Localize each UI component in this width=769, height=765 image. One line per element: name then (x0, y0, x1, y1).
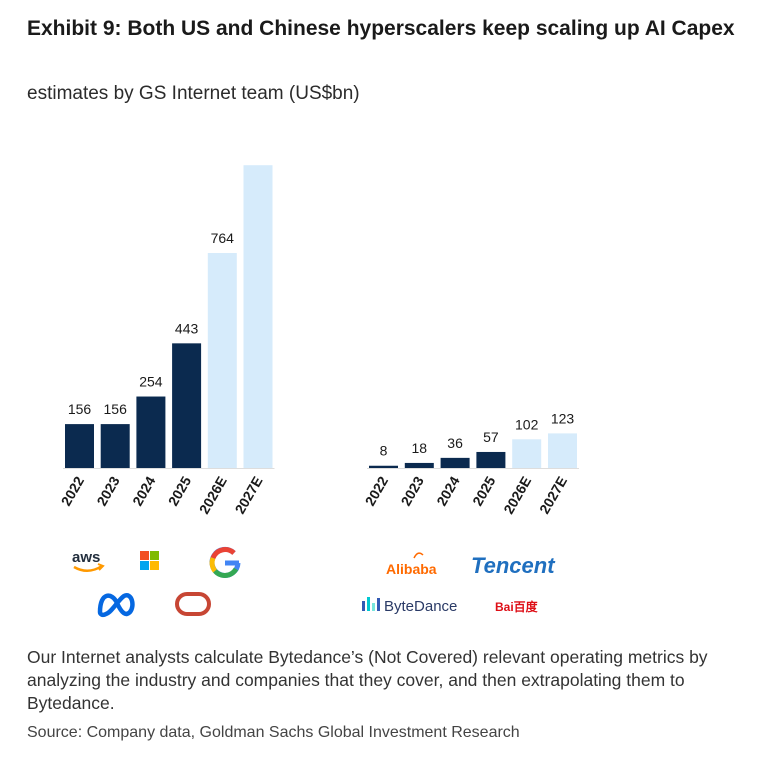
cn-bar-2022 (369, 465, 398, 468)
us-tick-label-2023: 2023 (93, 473, 123, 508)
us-bar-2024 (136, 396, 166, 468)
cn-tick-label-2026e: 2026E (500, 474, 534, 517)
source-note: Source: Company data, Goldman Sachs Glob… (27, 724, 520, 741)
us-bar-label-2022: 156 (68, 401, 92, 417)
alibaba-smile-icon (413, 552, 424, 559)
us-hyperscalers-chart: 156 2022 156 2023 254 2024 443 2025 764 2026E 2027… (58, 165, 275, 517)
cn-bar-2024 (440, 457, 470, 468)
tencent-logo: Tencent (471, 553, 556, 578)
bytedance-bar-3 (372, 603, 375, 611)
aws-logo: aws (72, 549, 105, 572)
us-bar-label-2024: 254 (139, 374, 163, 390)
us-tick-label-2024: 2024 (129, 473, 159, 508)
microsoft-square-yellow (150, 561, 159, 570)
oracle-logo (175, 592, 211, 616)
cn-tick-label-2023: 2023 (397, 473, 427, 508)
bytedance-logo-text: ByteDance (384, 598, 457, 615)
aws-smile-icon (73, 564, 103, 572)
us-bar-2025 (172, 343, 202, 468)
us-bar-2022 (65, 424, 94, 468)
chinese-company-logos: Alibaba Tencent ByteDance Bai百度 (362, 552, 556, 615)
alibaba-logo: Alibaba (386, 552, 437, 577)
cn-tick-label-2025: 2025 (469, 473, 499, 508)
chart-subtitle: estimates by GS Internet team (US$bn) (27, 83, 360, 104)
baidu-logo-text: Bai百度 (495, 599, 539, 614)
aws-arrow-icon (97, 563, 105, 571)
cn-bar-label-2025: 57 (483, 429, 499, 445)
cn-bar-2027e (548, 433, 577, 468)
bytedance-bar-1 (362, 601, 365, 611)
cn-bar-2023 (404, 462, 434, 468)
bytedance-bar-2 (367, 597, 370, 611)
bytedance-logo: ByteDance (362, 597, 457, 615)
bytedance-bar-4 (377, 598, 380, 611)
cn-bar-label-2023: 18 (412, 440, 428, 456)
aws-logo-text: aws (72, 549, 100, 566)
microsoft-square-red (140, 551, 149, 560)
google-logo (209, 546, 241, 578)
us-tick-label-2022: 2022 (58, 473, 88, 508)
us-bar-label-2026e: 764 (211, 230, 235, 246)
google-g-yellow-arc (209, 557, 218, 573)
cn-bar-2026e (512, 439, 542, 468)
chart-title: Exhibit 9: Both US and Chinese hyperscal… (27, 17, 735, 40)
cn-bar-2025 (476, 451, 506, 468)
us-bar-label-2023: 156 (104, 401, 128, 417)
chinese-hyperscalers-chart: 8 2022 18 2023 36 2024 57 2025 102 2026E 123 2027E (362, 410, 579, 517)
microsoft-square-blue (140, 561, 149, 570)
meta-infinity-icon (97, 593, 135, 618)
google-g-green-arc (213, 567, 239, 578)
oracle-ring-icon (175, 592, 211, 616)
cn-bar-label-2022: 8 (380, 443, 388, 459)
google-g-red-arc (210, 547, 236, 560)
microsoft-square-green (150, 551, 159, 560)
us-tick-label-2027e: 2027E (231, 474, 265, 517)
us-bar-2023 (100, 424, 130, 468)
cn-bar-label-2027e: 123 (551, 410, 575, 426)
footnote: Our Internet analysts calculate Bytedanc… (27, 647, 708, 713)
alibaba-logo-text: Alibaba (386, 561, 437, 577)
cn-bar-label-2026e: 102 (515, 416, 539, 432)
microsoft-logo (140, 551, 159, 570)
cn-tick-label-2027e: 2027E (536, 474, 570, 517)
baidu-logo: Bai百度 (495, 599, 539, 614)
us-tick-label-2025: 2025 (165, 473, 195, 508)
us-bar-label-2025: 443 (175, 320, 199, 336)
cn-tick-label-2024: 2024 (433, 473, 463, 508)
us-bar-2027e (243, 165, 273, 468)
us-bar-2026e (207, 253, 237, 468)
cn-tick-label-2022: 2022 (362, 473, 392, 508)
meta-logo (97, 593, 135, 618)
us-company-logos: aws (72, 546, 241, 618)
us-tick-label-2026e: 2026E (196, 474, 230, 517)
cn-bar-label-2024: 36 (447, 435, 463, 451)
